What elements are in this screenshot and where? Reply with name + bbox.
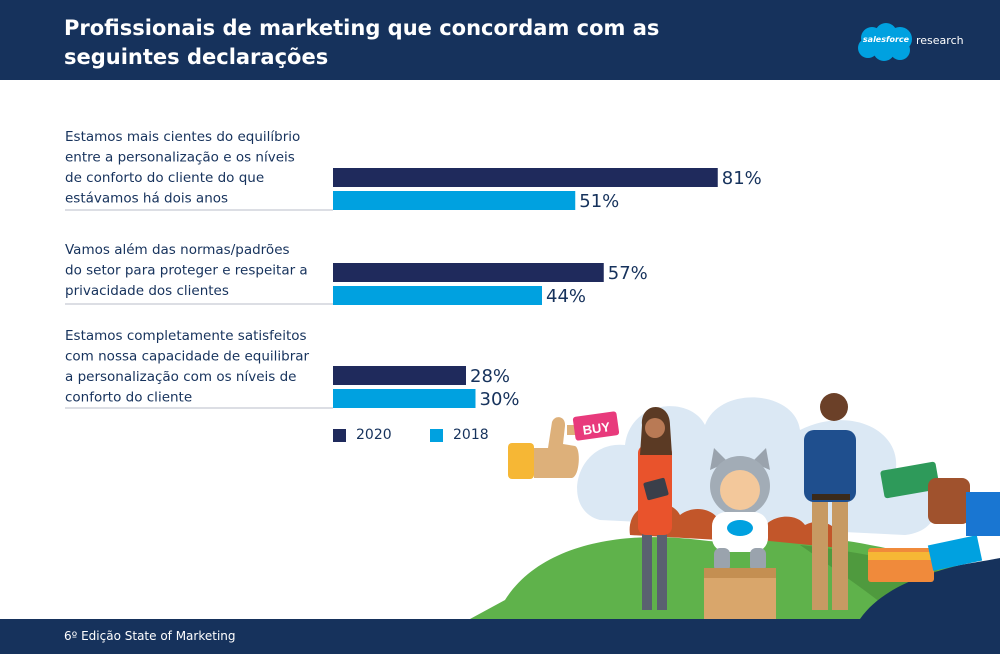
astro-mascot	[704, 448, 776, 619]
data-label-2020-2: 28%	[470, 366, 510, 387]
thumbs-up-hand-icon	[508, 417, 579, 479]
legend-swatch-2018	[430, 429, 443, 442]
woman-figure	[638, 406, 672, 610]
bar-2020-2	[333, 366, 466, 385]
salesforce-cloud-icon	[858, 23, 912, 61]
footer-banner: 6º Edição State of Marketing	[0, 619, 1000, 654]
bar-chart: BUY	[65, 129, 1000, 619]
footer-text: 6º Edição State of Marketing	[64, 629, 236, 643]
header-banner: Profissionais de marketing que concordam…	[0, 0, 1000, 80]
category-label-line: entre a personalização e os níveis	[65, 150, 295, 166]
product-boxes	[868, 461, 1000, 582]
chart-title: Profissionais de marketing que concordam…	[64, 16, 660, 69]
category-label-line: conforto do cliente	[65, 390, 192, 406]
category-label-0: Estamos mais cientes do equilíbrio entre …	[65, 129, 300, 207]
category-label-line: Vamos além das normas/padrões	[65, 242, 290, 258]
legend-label-2018: 2018	[453, 427, 489, 443]
bar-2020-0	[333, 168, 718, 187]
category-label-line: do setor para proteger e respeitar a	[65, 263, 308, 279]
bar-2018-0	[333, 191, 576, 210]
category-label-1: Vamos além das normas/padrões do setor pa…	[65, 242, 308, 299]
category-label-line: Estamos mais cientes do equilíbrio	[65, 129, 300, 145]
road	[860, 558, 1000, 619]
data-label-2020-1: 57%	[608, 263, 648, 284]
marketing-illustration: BUY	[470, 393, 1000, 619]
category-label-line: a personalização com os níveis de	[65, 369, 296, 385]
legend-label-2020: 2020	[356, 427, 392, 443]
data-label-2020-0: 81%	[722, 168, 762, 189]
category-label-2: Estamos completamente satisfeitos com nos…	[65, 328, 310, 406]
legend-swatch-2020	[333, 429, 346, 442]
brand-suffix: research	[916, 34, 964, 47]
brand-logo: salesforce research	[856, 22, 996, 62]
category-label-line: Estamos completamente satisfeitos	[65, 328, 307, 344]
man-figure	[804, 393, 856, 610]
bar-2018-1	[333, 286, 542, 305]
bar-2018-2	[333, 389, 476, 408]
data-label-2018-1: 44%	[546, 286, 586, 307]
category-label-line: privacidade dos clientes	[65, 283, 229, 299]
data-label-2018-2: 30%	[480, 389, 520, 410]
category-label-line: estávamos há dois anos	[65, 191, 228, 207]
brand-cloud-text: salesforce	[862, 35, 910, 44]
buy-sign-text: BUY	[582, 419, 612, 438]
category-label-line: com nossa capacidade de equilibrar	[65, 349, 310, 365]
buy-sign: BUY	[567, 411, 620, 441]
data-label-2018-0: 51%	[579, 191, 619, 212]
bar-2020-1	[333, 263, 604, 282]
category-label-line: de conforto do cliente do que	[65, 170, 264, 186]
